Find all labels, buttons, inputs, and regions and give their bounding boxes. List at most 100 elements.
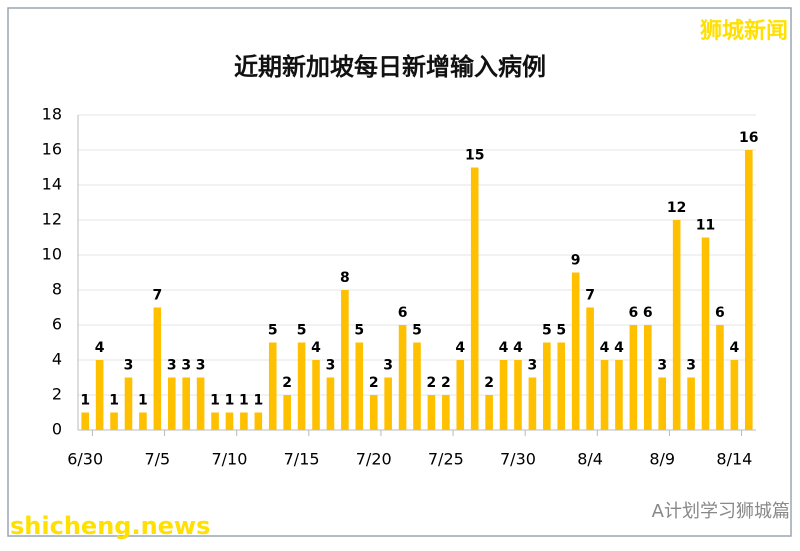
x-tick-label: 8/9 [649, 450, 675, 469]
data-label: 1 [138, 393, 148, 409]
bar [240, 412, 248, 430]
y-tick-label: 10 [42, 245, 62, 264]
bar [658, 377, 667, 430]
data-label: 1 [225, 393, 235, 409]
bar [139, 412, 147, 430]
y-tick-label: 2 [52, 385, 62, 404]
data-label: 3 [657, 358, 667, 374]
bar [586, 307, 594, 430]
x-tick-label: 7/10 [211, 450, 247, 469]
bar [442, 395, 450, 430]
bar [110, 412, 118, 430]
data-label: 8 [340, 270, 350, 286]
data-label: 5 [354, 323, 364, 339]
bar [413, 342, 421, 430]
data-label: 5 [268, 323, 278, 339]
data-label: 2 [484, 375, 494, 391]
data-label: 7 [152, 288, 162, 304]
bar [672, 220, 681, 430]
data-label: 3 [383, 358, 393, 374]
y-tick-label: 0 [52, 420, 62, 439]
data-label: 3 [528, 358, 538, 374]
x-tick-label: 8/4 [577, 450, 603, 469]
bar [427, 395, 436, 430]
data-label: 11 [696, 218, 715, 234]
data-label: 1 [210, 393, 220, 409]
watermark: 狮城新闻 [700, 18, 788, 44]
data-label: 5 [556, 323, 566, 339]
bar [283, 395, 291, 430]
data-label: 12 [667, 200, 686, 216]
bar [398, 325, 407, 430]
bar [557, 342, 566, 430]
bar [543, 342, 551, 430]
bar [687, 377, 695, 430]
data-label: 4 [311, 340, 321, 356]
x-tick-label: 6/30 [67, 450, 103, 469]
y-tick-label: 18 [42, 105, 62, 124]
data-label: 3 [196, 358, 206, 374]
data-label: 1 [253, 393, 263, 409]
bar [716, 325, 724, 430]
data-label: 6 [398, 305, 408, 321]
bar [124, 377, 133, 430]
data-label: 5 [297, 323, 307, 339]
x-tick-label: 7/5 [144, 450, 170, 469]
bar [312, 360, 320, 430]
x-tick-label: 7/25 [428, 450, 464, 469]
data-label: 4 [499, 340, 509, 356]
x-tick-label: 7/20 [356, 450, 392, 469]
bar [629, 325, 638, 430]
data-label: 3 [686, 358, 696, 374]
bar [196, 377, 205, 430]
bar [615, 360, 623, 430]
data-label: 3 [326, 358, 336, 374]
bar [470, 167, 479, 430]
data-label: 6 [715, 305, 725, 321]
bar [456, 360, 465, 430]
data-label: 7 [585, 288, 595, 304]
data-label: 4 [513, 340, 523, 356]
bar [225, 412, 234, 430]
bar [644, 325, 652, 430]
watermark: shicheng.news [10, 512, 210, 540]
data-label: 16 [739, 130, 758, 146]
bar [95, 360, 104, 430]
bar [254, 412, 263, 430]
data-label: 6 [643, 305, 653, 321]
bar [528, 377, 537, 430]
data-label: 1 [239, 393, 249, 409]
y-tick-label: 4 [52, 350, 62, 369]
data-label: 6 [629, 305, 639, 321]
data-label: 5 [412, 323, 422, 339]
bar [326, 377, 335, 430]
data-label: 4 [455, 340, 465, 356]
bar [268, 342, 277, 430]
data-label: 5 [542, 323, 552, 339]
bar [514, 360, 522, 430]
data-label: 2 [282, 375, 292, 391]
x-tick-label: 7/30 [500, 450, 536, 469]
chart-frame [7, 7, 792, 537]
bar [600, 360, 609, 430]
bar [341, 290, 349, 430]
data-label: 3 [167, 358, 177, 374]
bar [369, 395, 378, 430]
data-label: 4 [729, 340, 739, 356]
y-tick-label: 14 [42, 175, 62, 194]
bar [182, 377, 190, 430]
chart-title: 近期新加坡每日新增输入病例 [234, 53, 546, 81]
bar [701, 237, 710, 430]
data-label: 3 [124, 358, 134, 374]
x-tick-label: 8/14 [716, 450, 752, 469]
data-label: 1 [80, 393, 90, 409]
y-tick-label: 12 [42, 210, 62, 229]
data-label: 2 [369, 375, 379, 391]
data-label: 4 [95, 340, 105, 356]
data-label: 2 [441, 375, 451, 391]
watermark: A计划学习狮城篇 [652, 501, 790, 522]
bar [355, 342, 364, 430]
data-label: 15 [465, 148, 484, 164]
